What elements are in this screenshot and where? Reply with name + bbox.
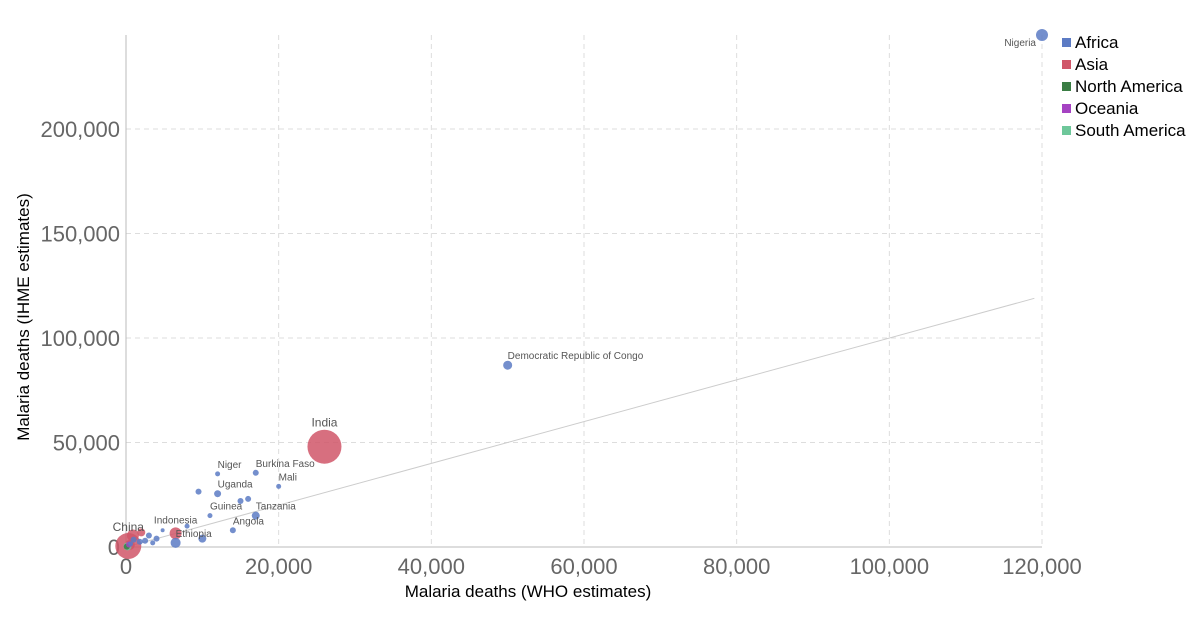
data-point xyxy=(145,532,152,539)
data-point xyxy=(170,537,181,548)
legend: Africa Asia North America Oceania South Amer… xyxy=(1062,33,1186,140)
point-label: Mali xyxy=(279,472,297,483)
point-label: Ethiopia xyxy=(176,529,213,540)
data-point xyxy=(136,538,143,545)
y-tick-label: 100,000 xyxy=(40,326,120,351)
x-tick-label: 80,000 xyxy=(703,554,770,579)
data-points xyxy=(115,29,1048,559)
reference-line xyxy=(125,297,1035,548)
legend-swatch xyxy=(1062,104,1071,113)
point-label: Uganda xyxy=(218,480,253,491)
data-point xyxy=(245,495,252,502)
x-tick-label: 60,000 xyxy=(550,554,617,579)
point-label: Indonesia xyxy=(154,515,198,526)
point-label: Niger xyxy=(218,460,243,471)
data-point xyxy=(276,483,282,489)
legend-swatch xyxy=(1062,38,1071,47)
x-axis-title: Malaria deaths (WHO estimates) xyxy=(405,582,652,601)
data-point xyxy=(207,513,213,519)
point-label: Angola xyxy=(233,516,265,527)
data-point xyxy=(160,528,165,533)
x-tick-label: 20,000 xyxy=(245,554,312,579)
data-point xyxy=(214,490,222,498)
legend-label: South America xyxy=(1075,121,1186,140)
gridlines xyxy=(126,35,1043,547)
axes: 0 20,000 40,000 60,000 80,000 100,000 120,0000… xyxy=(40,35,1082,579)
y-tick-label: 200,000 xyxy=(40,117,120,142)
data-point xyxy=(252,469,259,476)
point-label: Nigeria xyxy=(1004,38,1036,49)
data-point xyxy=(1036,29,1048,41)
legend-swatch xyxy=(1062,82,1071,91)
legend-swatch xyxy=(1062,126,1071,135)
x-tick-label: 120,000 xyxy=(1002,554,1082,579)
data-point xyxy=(150,540,156,546)
x-tick-label: 100,000 xyxy=(850,554,930,579)
data-point xyxy=(198,534,207,543)
legend-label: North America xyxy=(1075,77,1183,96)
point-label: India xyxy=(311,416,337,430)
data-point xyxy=(215,471,221,477)
legend-label: Africa xyxy=(1075,33,1119,52)
point-label: Democratic Republic of Congo xyxy=(508,351,644,362)
y-axis-title: Malaria deaths (IHME estimates) xyxy=(14,193,33,441)
x-tick-label: 0 xyxy=(120,554,132,579)
point-label: Burkina Faso xyxy=(256,459,315,470)
point-label: Tanzania xyxy=(256,502,296,513)
y-tick-label: 50,000 xyxy=(53,431,120,456)
data-point xyxy=(237,498,244,505)
data-point xyxy=(229,527,236,534)
data-point xyxy=(307,429,342,464)
data-point xyxy=(184,523,190,529)
data-point xyxy=(251,511,260,520)
data-point xyxy=(130,536,137,543)
point-label: China xyxy=(113,520,145,534)
legend-label: Oceania xyxy=(1075,99,1139,118)
x-tick-label: 40,000 xyxy=(398,554,465,579)
data-point xyxy=(142,537,149,544)
data-point xyxy=(169,527,182,540)
legend-swatch xyxy=(1062,60,1071,69)
point-label: Guinea xyxy=(210,502,243,513)
data-point xyxy=(153,535,160,542)
point-labels: India China Nigeria Indonesia Ethiopia Democr… xyxy=(113,38,1037,540)
data-point xyxy=(137,528,146,537)
data-point xyxy=(128,541,134,547)
data-point xyxy=(195,488,202,495)
legend-label: Asia xyxy=(1075,55,1109,74)
y-tick-label: 150,000 xyxy=(40,222,120,247)
data-point xyxy=(503,360,513,370)
